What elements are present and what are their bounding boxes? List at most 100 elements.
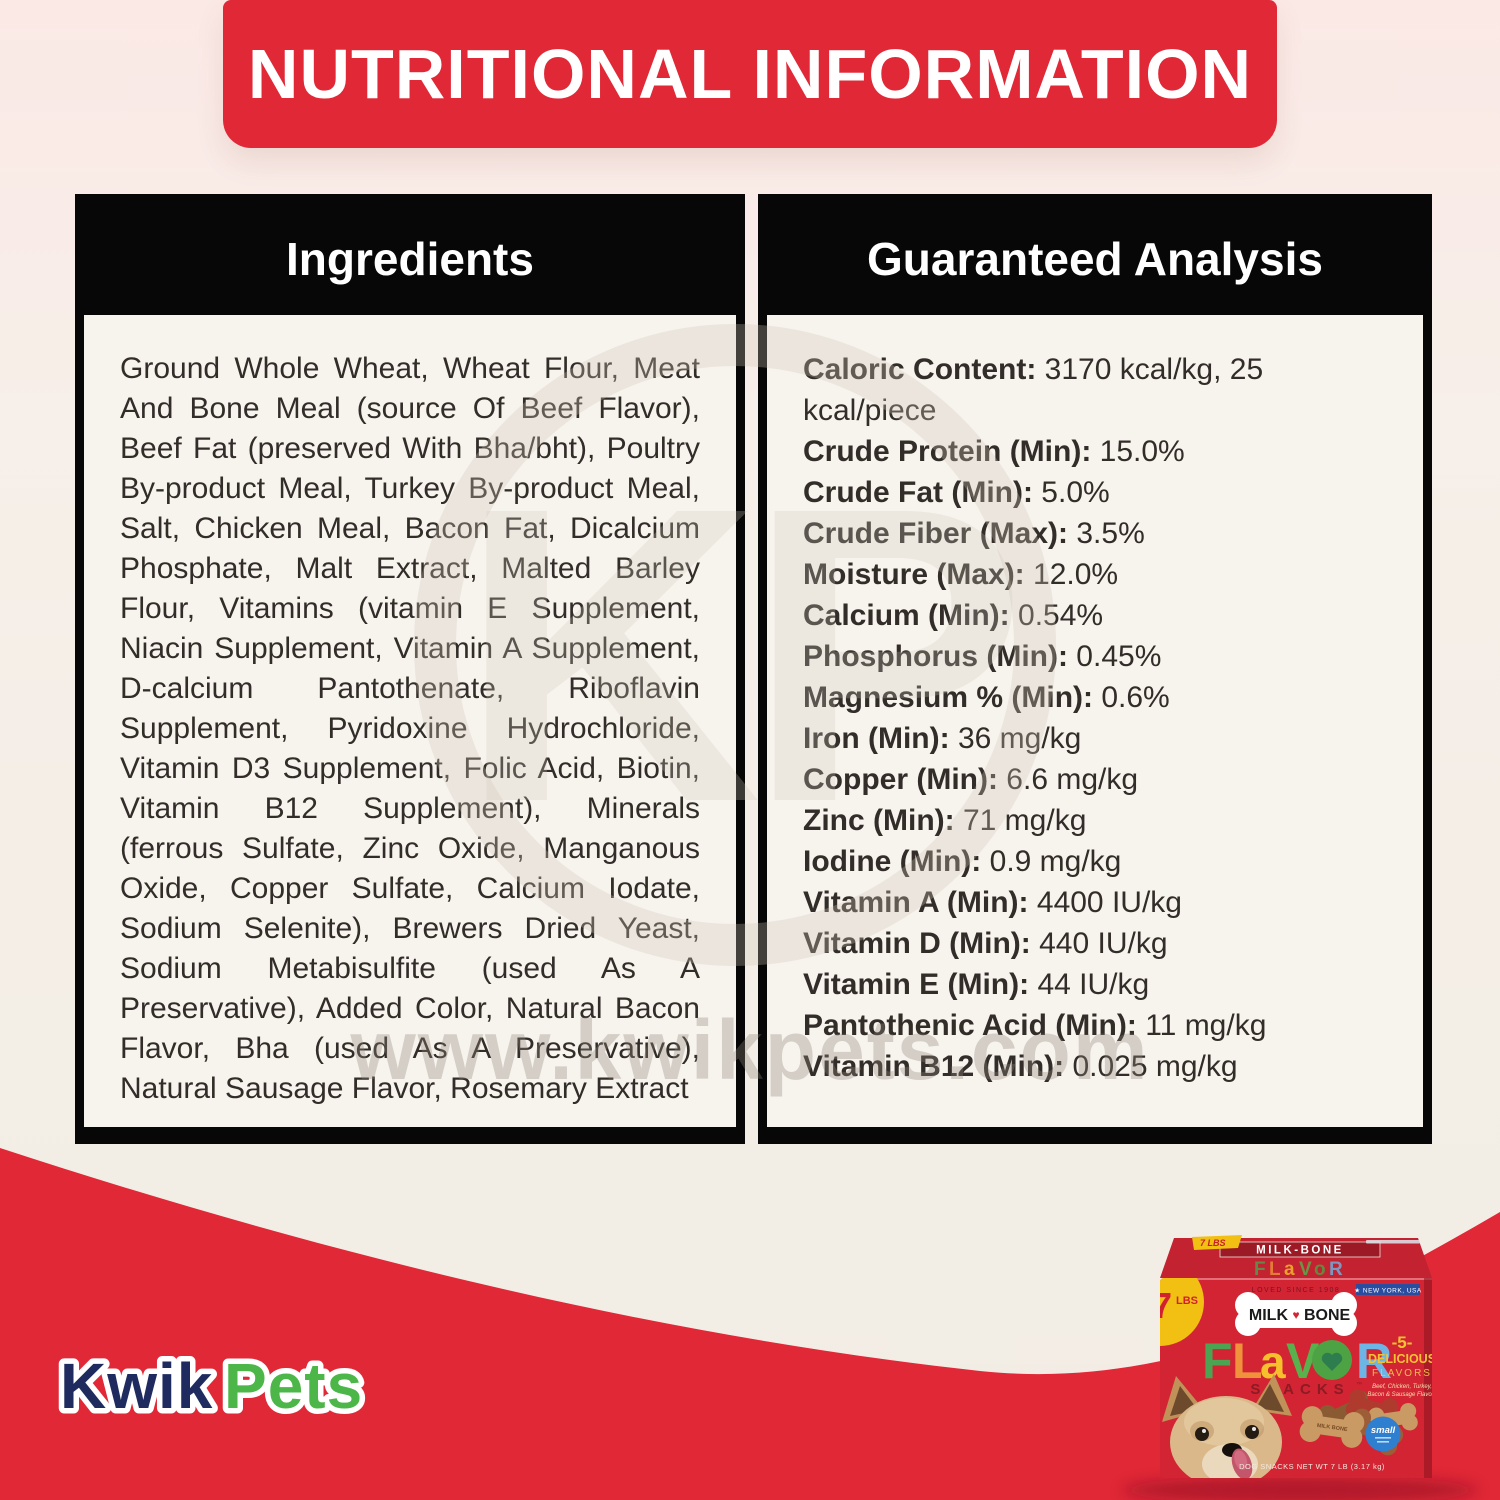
page-title: NUTRITIONAL INFORMATION: [247, 35, 1253, 113]
flap-flavor-letter: L: [1269, 1259, 1281, 1280]
ga-row-value: 3.5%: [1068, 517, 1145, 550]
face-content: 7 LBS ★ NEW YORK, USA LOVED SINCE 1908 M…: [1152, 1278, 1436, 1478]
flap-fineprint-strip: [1366, 1240, 1420, 1244]
biscuits-illustration: MILK BONE: [1298, 1387, 1419, 1459]
ga-row: Vitamin E (Min): 44 IU/kg: [803, 964, 1387, 1005]
ga-row: Calcium (Min): 0.54%: [803, 595, 1387, 636]
flap-brand-band: [1219, 1241, 1381, 1258]
ga-row-label: Copper (Min):: [803, 763, 998, 796]
ga-row-label: Caloric Content:: [803, 353, 1037, 386]
ga-row-label: Phosphorus (Min):: [803, 640, 1068, 673]
flavor-letter: R: [1356, 1333, 1392, 1389]
weight-badge-number: 7: [1152, 1285, 1172, 1326]
bone-logo-milk: MILK: [1249, 1307, 1289, 1324]
flavors-text: FLAVORS: [1372, 1368, 1432, 1379]
ga-row-label: Crude Protein (Min):: [803, 435, 1092, 468]
flap-flavor-letter: V: [1299, 1259, 1312, 1280]
ga-row-label: Vitamin E (Min):: [803, 968, 1030, 1001]
ga-row-label: Vitamin A (Min):: [803, 886, 1029, 919]
product-box-shadow: [1122, 1476, 1478, 1500]
dog-illustration: [1162, 1374, 1292, 1478]
title-banner: NUTRITIONAL INFORMATION: [223, 0, 1277, 148]
ga-row-label: Crude Fat (Min):: [803, 476, 1033, 509]
face-top-highlight: [1160, 1278, 1432, 1280]
ga-row-value: 0.9 mg/kg: [981, 845, 1122, 878]
analysis-title: Guaranteed Analysis: [867, 233, 1323, 285]
ga-row-value: 4400 IU/kg: [1028, 886, 1182, 919]
ingredients-text: Ground Whole Wheat, Wheat Flour, Meat An…: [120, 352, 700, 1105]
ga-row-value: 11 mg/kg: [1136, 1009, 1267, 1042]
ga-row: Vitamin A (Min): 4400 IU/kg: [803, 882, 1387, 923]
ga-row: Vitamin B12 (Min): 0.025 mg/kg: [803, 1046, 1387, 1087]
origin-text: ★ NEW YORK, USA: [1354, 1287, 1422, 1295]
ga-row: Pantothenic Acid (Min): 11 mg/kg: [803, 1005, 1387, 1046]
ga-row-value: 0.025 mg/kg: [1064, 1050, 1238, 1083]
size-badge-line2: [1377, 1441, 1389, 1443]
flavor-o-heart-icon: [1321, 1352, 1343, 1371]
logo-pets: Pets: [224, 1350, 363, 1422]
kwikpets-logo: Kwik Pets: [55, 1345, 368, 1428]
flap-flavor-letter: o: [1314, 1259, 1326, 1280]
ga-row-label: Iron (Min):: [803, 722, 950, 755]
ga-row: Crude Fiber (Max): 3.5%: [803, 513, 1387, 554]
flap-flavor-letter: R: [1329, 1259, 1343, 1280]
ga-row: Crude Fat (Min): 5.0%: [803, 472, 1387, 513]
flap-weight-tab: [1192, 1235, 1242, 1250]
ga-row: Iron (Min): 36 mg/kg: [803, 718, 1387, 759]
analysis-card-body: Caloric Content: 3170 kcal/kg, 25 kcal/p…: [767, 315, 1423, 1087]
size-badge-text: small: [1371, 1425, 1396, 1436]
ga-row: Phosphorus (Min): 0.45%: [803, 636, 1387, 677]
ga-row-value: 15.0%: [1091, 435, 1185, 468]
ingredients-title: Ingredients: [286, 233, 534, 285]
size-badge-line1: [1375, 1437, 1391, 1439]
flap-flavor-letter: F: [1254, 1259, 1266, 1280]
ga-row-label: Vitamin D (Min):: [803, 927, 1031, 960]
ga-row-label: Magnesium % (Min):: [803, 681, 1093, 714]
ga-row-label: Zinc (Min):: [803, 804, 955, 837]
ga-row-value: 3170 kcal/kg, 25 kcal/piece: [803, 353, 1264, 427]
ga-row-label: Pantothenic Acid (Min):: [803, 1009, 1137, 1042]
flavor-word: F La V R: [1202, 1333, 1392, 1389]
flavor-note-line1: Beef, Chicken, Turkey,: [1372, 1384, 1432, 1390]
ga-row-value: 440 IU/kg: [1030, 927, 1168, 960]
ingredients-card-header: Ingredients: [84, 203, 736, 315]
flavor-note-line2: Bacon & Sausage Flavors: [1367, 1392, 1436, 1398]
ga-row: Vitamin D (Min): 440 IU/kg: [803, 923, 1387, 964]
bone-logo: MILK ♥ BONE: [1235, 1292, 1357, 1336]
ga-row-label: Crude Fiber (Max):: [803, 517, 1069, 550]
flap-weight-text: 7 LBS: [1200, 1238, 1226, 1248]
ga-row-value: 5.0%: [1032, 476, 1110, 509]
ga-row-value: 6.6 mg/kg: [997, 763, 1139, 796]
ga-row: Crude Protein (Min): 15.0%: [803, 431, 1387, 472]
ga-row-value: 71 mg/kg: [954, 804, 1087, 837]
ga-row-value: 0.45%: [1067, 640, 1162, 673]
flavor-letter: L: [1232, 1333, 1263, 1389]
weight-badge: [1160, 1278, 1204, 1346]
bone-logo-bone: BONE: [1304, 1307, 1351, 1324]
ga-row: Copper (Min): 6.6 mg/kg: [803, 759, 1387, 800]
biscuit-stamp-text: MILK BONE: [1316, 1423, 1348, 1433]
size-badge: [1365, 1416, 1401, 1452]
ingredients-card-body: Ground Whole Wheat, Wheat Flour, Meat An…: [84, 315, 736, 1109]
analysis-card: Guaranteed Analysis Caloric Content: 317…: [758, 194, 1432, 1144]
ga-row: Zinc (Min): 71 mg/kg: [803, 800, 1387, 841]
ga-row-label: Vitamin B12 (Min):: [803, 1050, 1065, 1083]
flap-brand-text: MILK-BONE: [1256, 1245, 1344, 1257]
analysis-card-header: Guaranteed Analysis: [767, 203, 1423, 315]
delicious-text: DELICIOUS: [1368, 1352, 1436, 1366]
bone-logo-heart-icon: ♥: [1292, 1308, 1299, 1322]
tagline-text: LOVED SINCE 1908: [1252, 1287, 1341, 1294]
flavor-letter: F: [1202, 1333, 1233, 1389]
flap-flavor-letter: a: [1284, 1259, 1295, 1280]
box-side-shade: [1424, 1278, 1432, 1478]
ga-row-value: 12.0%: [1024, 558, 1119, 591]
weight-badge-unit: LBS: [1176, 1295, 1198, 1307]
logo-kwik: Kwik: [60, 1350, 213, 1422]
red-curve-shape: [0, 1148, 1500, 1500]
ga-row-label: Calcium (Min):: [803, 599, 1010, 632]
ga-row: Magnesium % (Min): 0.6%: [803, 677, 1387, 718]
ga-row: Caloric Content: 3170 kcal/kg, 25 kcal/p…: [803, 349, 1387, 431]
net-weight-text: DOG SNACKS NET WT 7 LB (3.17 kg): [1239, 1462, 1385, 1471]
